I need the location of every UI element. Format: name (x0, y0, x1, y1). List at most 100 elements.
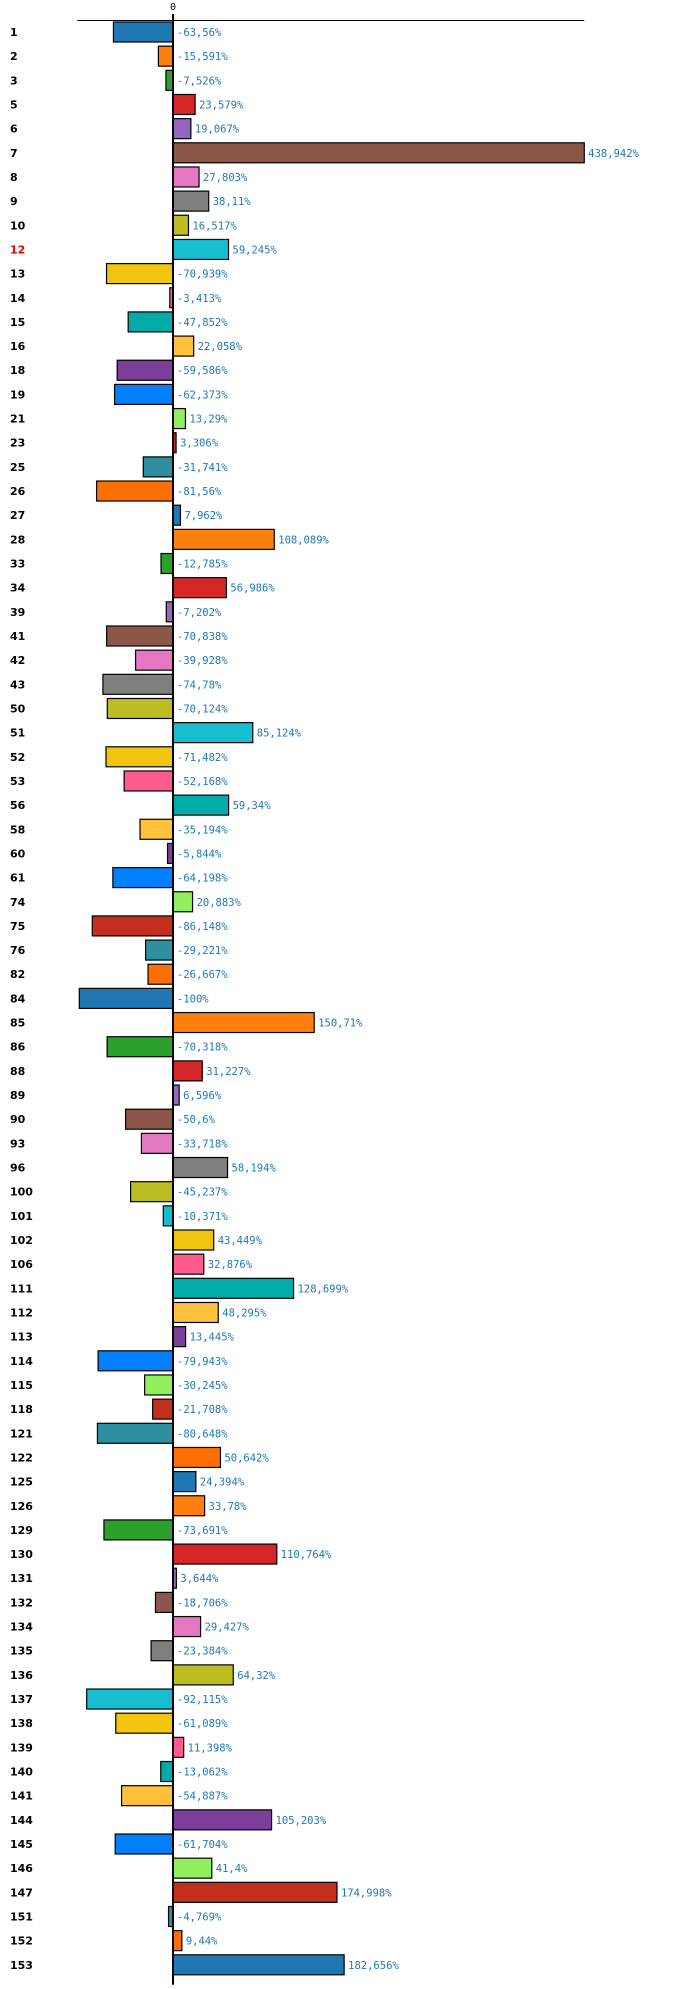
category-label: 28 (10, 533, 25, 546)
value-label: -18,706% (177, 1597, 228, 1609)
value-label: 58,194% (232, 1163, 277, 1175)
value-label: 41,4% (216, 1863, 248, 1875)
value-label: -61,089% (177, 1718, 228, 1730)
category-label: 21 (10, 413, 25, 426)
category-label: 125 (10, 1476, 33, 1489)
category-label: 131 (10, 1572, 33, 1585)
category-label: 8 (10, 171, 18, 184)
value-label: 85,124% (257, 728, 302, 740)
bar (114, 1833, 174, 1855)
category-label: 136 (10, 1669, 33, 1682)
category-label: 115 (10, 1379, 33, 1392)
bar (139, 818, 174, 840)
category-label: 34 (10, 582, 26, 595)
bar (172, 722, 254, 744)
category-label: 102 (10, 1234, 33, 1247)
value-label: -81,56% (177, 486, 222, 498)
category-label: 135 (10, 1645, 33, 1658)
bar (172, 1060, 203, 1082)
value-label: 16,517% (192, 220, 237, 232)
category-label: 153 (10, 1959, 33, 1972)
bar (105, 746, 174, 768)
value-label: -62,373% (177, 389, 228, 401)
category-label: 76 (10, 944, 26, 957)
bar (172, 142, 585, 164)
category-label: 140 (10, 1766, 33, 1779)
value-label: 24,394% (200, 1477, 245, 1489)
bar (172, 1229, 215, 1251)
value-label: -15,591% (177, 51, 228, 63)
value-label: 9,44% (186, 1936, 218, 1948)
value-label: -50,6% (177, 1114, 216, 1126)
value-label: -5,844% (177, 848, 222, 860)
bar (172, 190, 210, 212)
bar (172, 1156, 229, 1179)
category-label: 75 (10, 920, 25, 933)
bar (172, 1277, 295, 1299)
bar (172, 238, 230, 261)
value-label: 3,644% (180, 1573, 219, 1585)
category-label: 113 (10, 1331, 33, 1344)
value-label: 128,699% (298, 1283, 349, 1295)
value-label: 29,427% (205, 1622, 250, 1634)
value-label: 3,306% (180, 438, 219, 450)
value-label: -29,221% (177, 945, 228, 957)
bar (106, 697, 174, 720)
category-label: 60 (10, 847, 26, 860)
value-label: 19,067% (195, 124, 240, 136)
value-label: -35,194% (177, 824, 228, 836)
bar (105, 263, 174, 285)
bar (112, 21, 174, 43)
category-label: 3 (10, 74, 18, 87)
category-label: 138 (10, 1717, 33, 1730)
category-label: 19 (10, 388, 25, 401)
value-label: -74,78% (177, 679, 222, 691)
value-label: -26,667% (177, 969, 228, 981)
bar (123, 770, 174, 792)
value-label: 13,445% (190, 1332, 235, 1344)
category-label: 88 (10, 1065, 25, 1078)
value-label: -80,648% (177, 1428, 228, 1440)
value-label: -64,198% (177, 873, 228, 885)
bar (97, 1350, 174, 1372)
category-label: 90 (10, 1113, 26, 1126)
bar (172, 1736, 185, 1758)
value-label: -63,56% (177, 27, 222, 39)
value-label: 32,876% (208, 1259, 253, 1271)
category-label: 141 (10, 1790, 33, 1803)
category-label: 18 (10, 364, 25, 377)
category-label: 61 (10, 872, 25, 885)
category-label: 126 (10, 1500, 33, 1513)
bar (172, 1011, 315, 1034)
value-label: -13,062% (177, 1767, 228, 1779)
value-label: -100% (177, 993, 209, 1005)
category-label: 43 (10, 678, 25, 691)
value-label: -3,413% (177, 293, 222, 305)
category-label: 56 (10, 799, 26, 812)
value-label: 48,295% (222, 1307, 267, 1319)
value-label: -54,887% (177, 1791, 228, 1803)
value-label: 50,642% (224, 1452, 269, 1464)
category-label: 130 (10, 1548, 33, 1561)
bar (160, 1760, 174, 1783)
category-label: 147 (10, 1886, 33, 1899)
category-label: 7 (10, 147, 18, 160)
bar (106, 1036, 174, 1058)
bar (160, 552, 174, 575)
category-label: 33 (10, 558, 25, 571)
category-label: 16 (10, 340, 26, 353)
value-label: 33,78% (209, 1501, 248, 1513)
value-label: 27,803% (203, 172, 248, 184)
value-label: 110,764% (281, 1549, 332, 1561)
bar (172, 794, 230, 816)
value-label: -59,586% (177, 365, 228, 377)
category-label: 129 (10, 1524, 33, 1537)
bar (112, 866, 174, 889)
category-label: 58 (10, 823, 25, 836)
bar (172, 1253, 205, 1275)
value-label: -4,769% (177, 1911, 222, 1923)
bar (154, 1591, 174, 1614)
category-label: 139 (10, 1741, 33, 1754)
bar (140, 1132, 174, 1154)
category-label: 14 (10, 292, 26, 305)
